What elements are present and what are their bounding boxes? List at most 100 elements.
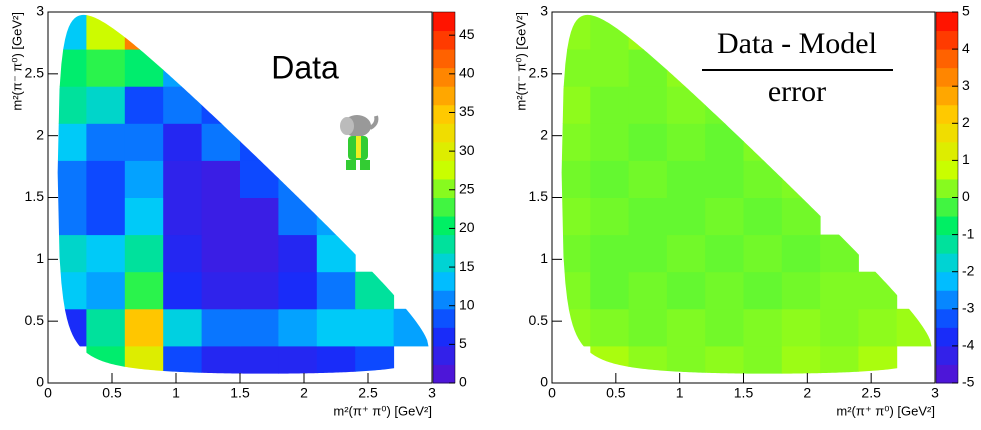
heatmap-cell <box>628 14 668 50</box>
x-tick-label: 2.5 <box>358 385 378 401</box>
heatmap-cell <box>201 345 241 374</box>
heatmap-cell <box>240 308 279 347</box>
colorbar-step <box>433 141 455 161</box>
heatmap-cell <box>628 234 668 273</box>
heatmap-cell <box>278 271 318 310</box>
heatmap-cell <box>316 345 356 374</box>
heatmap-cell <box>124 345 164 374</box>
heatmap-cell <box>705 345 744 374</box>
heatmap-cell <box>124 234 164 273</box>
heatmap-cell <box>86 345 126 374</box>
x-tick-label: 1 <box>172 385 180 401</box>
colorbar-tick-label: 3 <box>962 77 970 93</box>
heatmap-cell <box>86 86 126 124</box>
colorbar-step <box>936 271 958 291</box>
heatmap-cell <box>590 271 630 310</box>
heatmap-cell <box>820 308 859 347</box>
heatmap-cell <box>561 234 591 273</box>
heatmap-cell <box>561 197 591 236</box>
colorbar-step <box>433 67 455 87</box>
colorbar-step <box>936 12 958 32</box>
heatmap-cell <box>57 14 87 50</box>
heatmap-cell <box>666 271 706 310</box>
y-tick-label: 2 <box>36 126 44 142</box>
colorbar-tick-label: -1 <box>962 225 975 241</box>
heatmap-cell <box>124 160 164 198</box>
heatmap-cell <box>858 271 898 310</box>
heatmap-cell <box>201 308 241 347</box>
heatmap-cell <box>628 49 668 87</box>
heatmap-cell <box>124 123 164 161</box>
heatmap-cell <box>355 271 395 310</box>
colorbar-step <box>433 178 455 198</box>
heatmap-cell <box>393 308 429 347</box>
colorbar-tick-label: 2 <box>962 114 970 130</box>
heatmap-cell <box>590 14 630 50</box>
colorbar-step <box>936 216 958 236</box>
x-tick-label: 0 <box>44 385 52 401</box>
colorbar-tick-label: 0 <box>459 374 467 390</box>
colorbar-tick-label: -2 <box>962 262 975 278</box>
heatmap-cell <box>57 234 87 273</box>
heatmap-cell <box>163 345 203 374</box>
colorbar-step <box>936 30 958 50</box>
x-tick-label: 2.5 <box>861 385 881 401</box>
y-tick-label: 0 <box>540 374 548 390</box>
y-tick-label: 2.5 <box>25 65 45 81</box>
colorbar-step <box>433 49 455 69</box>
heatmap-cell <box>705 308 744 347</box>
heatmap-cell <box>666 49 706 87</box>
heatmap-cell <box>628 271 668 310</box>
heatmap-cell <box>124 308 164 347</box>
colorbar-tick-label: 10 <box>459 296 475 312</box>
heatmap-cell <box>278 308 318 347</box>
heatmap-cell <box>628 197 668 236</box>
colorbar-step <box>936 308 958 328</box>
colorbar-step <box>936 234 958 254</box>
y-axis-label: m²(π⁻ π⁰) [GeV²] <box>9 12 24 111</box>
y-tick-label: 2.5 <box>529 65 549 81</box>
heatmap-cell <box>666 308 706 347</box>
colorbar-tick-label: -3 <box>962 300 975 316</box>
heatmap <box>57 14 429 374</box>
x-tick-label: 0.5 <box>102 385 122 401</box>
heatmap-cell <box>240 123 279 161</box>
heatmap-cell <box>561 308 591 347</box>
heatmap-cell <box>86 49 126 87</box>
colorbar-step <box>433 216 455 236</box>
heatmap-cell <box>57 49 87 87</box>
x-tick-label: 0 <box>548 385 556 401</box>
heatmap-cell <box>628 308 668 347</box>
heatmap-cell <box>355 308 395 347</box>
heatmap-cell <box>124 271 164 310</box>
colorbar-tick-label: 4 <box>962 40 970 56</box>
heatmap-cell <box>201 197 241 236</box>
colorbar-frame <box>432 11 456 384</box>
colorbar-step <box>433 12 455 32</box>
heatmap-cell <box>705 160 744 198</box>
heatmap-cell <box>278 234 318 273</box>
heatmap-cell <box>590 86 630 124</box>
colorbar-tick-label: 40 <box>459 65 475 81</box>
heatmap-cell <box>666 234 706 273</box>
heatmap-cell <box>743 160 783 198</box>
colorbar-step <box>936 345 958 365</box>
heatmap-cell <box>590 123 630 161</box>
x-tick-label: 3 <box>931 385 939 401</box>
x-axis-label: m²(π⁺ π⁰) [GeV²] <box>836 403 935 418</box>
y-tick-label: 1.5 <box>529 188 549 204</box>
colorbar-step <box>936 253 958 273</box>
heatmap-cell <box>86 197 126 236</box>
colorbar-tick-label: 35 <box>459 103 475 119</box>
heatmap-cell <box>820 271 859 310</box>
heatmap-cell <box>561 49 591 87</box>
heatmap-cell <box>86 308 126 347</box>
colorbar-step <box>433 197 455 217</box>
colorbar-step <box>936 67 958 87</box>
colorbar-step <box>936 123 958 143</box>
y-axis-label: m²(π⁻ π⁰) [GeV²] <box>513 12 528 111</box>
colorbar-tick-label: 5 <box>459 335 467 351</box>
colorbar-step <box>433 123 455 143</box>
heatmap-cell <box>57 308 87 347</box>
